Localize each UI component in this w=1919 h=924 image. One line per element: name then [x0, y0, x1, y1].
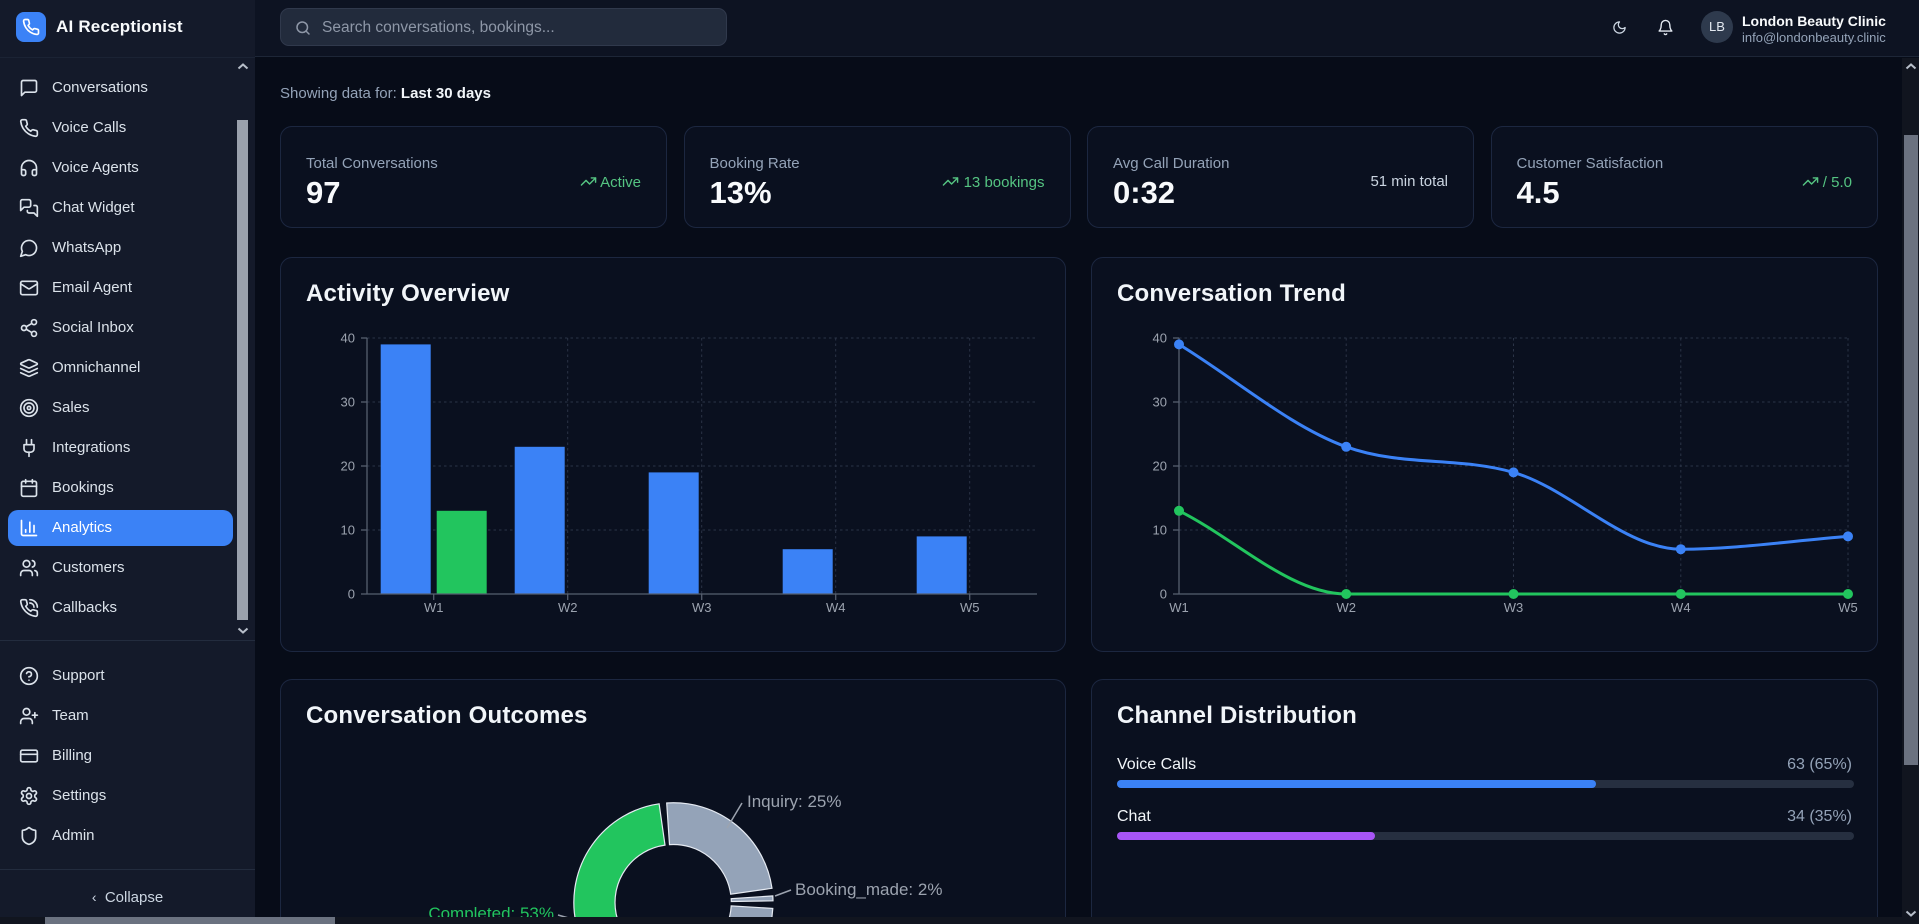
- svg-text:W2: W2: [558, 600, 578, 615]
- svg-text:Inquiry: 25%: Inquiry: 25%: [747, 792, 842, 811]
- svg-text:W1: W1: [1169, 600, 1189, 615]
- svg-text:30: 30: [341, 395, 355, 410]
- svg-text:30: 30: [1153, 395, 1167, 410]
- svg-text:W4: W4: [826, 600, 846, 615]
- svg-text:0: 0: [1160, 587, 1167, 602]
- svg-text:W5: W5: [1838, 600, 1858, 615]
- svg-text:W5: W5: [960, 600, 980, 615]
- svg-text:Booking_made: 2%: Booking_made: 2%: [795, 880, 942, 899]
- svg-text:10: 10: [1153, 523, 1167, 538]
- svg-text:40: 40: [341, 331, 355, 346]
- svg-text:0: 0: [348, 587, 355, 602]
- svg-text:40: 40: [1153, 331, 1167, 346]
- svg-text:W4: W4: [1671, 600, 1691, 615]
- svg-text:W2: W2: [1336, 600, 1356, 615]
- svg-text:20: 20: [1153, 459, 1167, 474]
- svg-text:20: 20: [341, 459, 355, 474]
- svg-text:10: 10: [341, 523, 355, 538]
- svg-text:W3: W3: [1504, 600, 1524, 615]
- svg-text:W1: W1: [424, 600, 444, 615]
- svg-text:W3: W3: [692, 600, 712, 615]
